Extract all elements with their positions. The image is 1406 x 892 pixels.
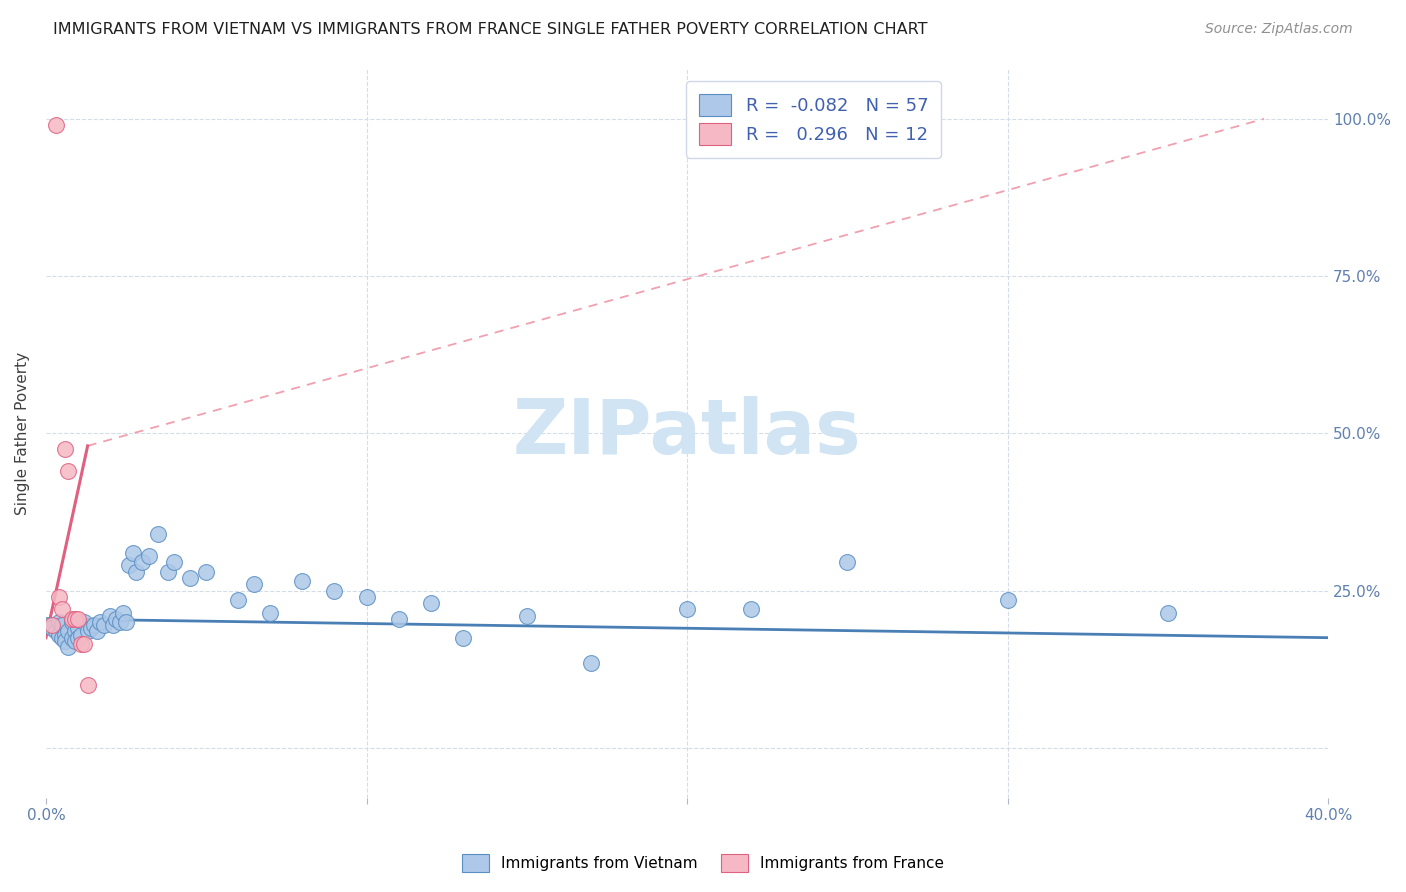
Point: [38, 618, 60, 632]
Point: [93, 618, 115, 632]
Point: [66, 612, 89, 626]
Point: [243, 577, 266, 591]
Point: [51, 602, 73, 616]
Point: [76, 678, 98, 692]
Point: [105, 612, 128, 626]
Point: [419, 596, 441, 610]
Point: [387, 612, 409, 626]
Point: [58, 624, 80, 639]
Point: [131, 555, 153, 569]
Point: [146, 527, 169, 541]
Legend: R =  -0.082   N = 57, R =   0.296   N = 12: R = -0.082 N = 57, R = 0.296 N = 12: [686, 81, 941, 158]
Point: [740, 602, 762, 616]
Point: [48, 627, 70, 641]
Point: [70, 637, 93, 651]
Point: [156, 565, 179, 579]
Point: [111, 606, 134, 620]
Point: [103, 618, 125, 632]
Point: [58, 464, 80, 478]
Point: [83, 618, 105, 632]
Point: [451, 631, 474, 645]
Legend: Immigrants from Vietnam, Immigrants from France: Immigrants from Vietnam, Immigrants from…: [454, 846, 952, 880]
Point: [60, 615, 83, 629]
Point: [108, 615, 131, 629]
Point: [226, 593, 249, 607]
Point: [1157, 606, 1180, 620]
Point: [121, 546, 143, 560]
Point: [125, 565, 148, 579]
Point: [51, 618, 73, 632]
Point: [73, 637, 96, 651]
Point: [45, 118, 67, 132]
Point: [48, 590, 70, 604]
Point: [66, 621, 89, 635]
Point: [51, 631, 73, 645]
Point: [60, 612, 83, 626]
Point: [63, 624, 86, 639]
Point: [98, 608, 121, 623]
Point: [53, 627, 76, 641]
Point: [997, 593, 1019, 607]
Point: [60, 631, 83, 645]
Point: [291, 574, 314, 588]
Point: [163, 555, 186, 569]
Point: [45, 624, 67, 639]
Point: [53, 633, 76, 648]
Point: [41, 621, 63, 635]
Point: [48, 615, 70, 629]
Point: [73, 615, 96, 629]
Point: [66, 631, 89, 645]
Point: [63, 633, 86, 648]
Point: [579, 656, 602, 670]
Point: [41, 618, 63, 632]
Point: [356, 590, 378, 604]
Point: [516, 608, 538, 623]
Y-axis label: Single Father Poverty: Single Father Poverty: [15, 351, 30, 515]
Text: Source: ZipAtlas.com: Source: ZipAtlas.com: [1205, 22, 1353, 37]
Text: IMMIGRANTS FROM VIETNAM VS IMMIGRANTS FROM FRANCE SINGLE FATHER POVERTY CORRELAT: IMMIGRANTS FROM VIETNAM VS IMMIGRANTS FR…: [53, 22, 928, 37]
Point: [53, 442, 76, 456]
Point: [115, 615, 138, 629]
Point: [70, 627, 93, 641]
Point: [63, 612, 86, 626]
Point: [323, 583, 346, 598]
Point: [195, 565, 218, 579]
Point: [89, 615, 111, 629]
Point: [86, 624, 108, 639]
Point: [58, 640, 80, 654]
Point: [837, 555, 859, 569]
Point: [80, 621, 103, 635]
Point: [76, 624, 98, 639]
Point: [259, 606, 281, 620]
Point: [676, 602, 699, 616]
Text: ZIPatlas: ZIPatlas: [513, 396, 862, 470]
Point: [138, 549, 160, 563]
Point: [118, 558, 141, 573]
Point: [179, 571, 201, 585]
